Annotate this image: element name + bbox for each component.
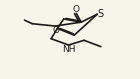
Text: S: S bbox=[98, 9, 104, 19]
Text: NH: NH bbox=[62, 45, 76, 54]
Text: O: O bbox=[52, 26, 60, 35]
Text: O: O bbox=[73, 5, 80, 14]
